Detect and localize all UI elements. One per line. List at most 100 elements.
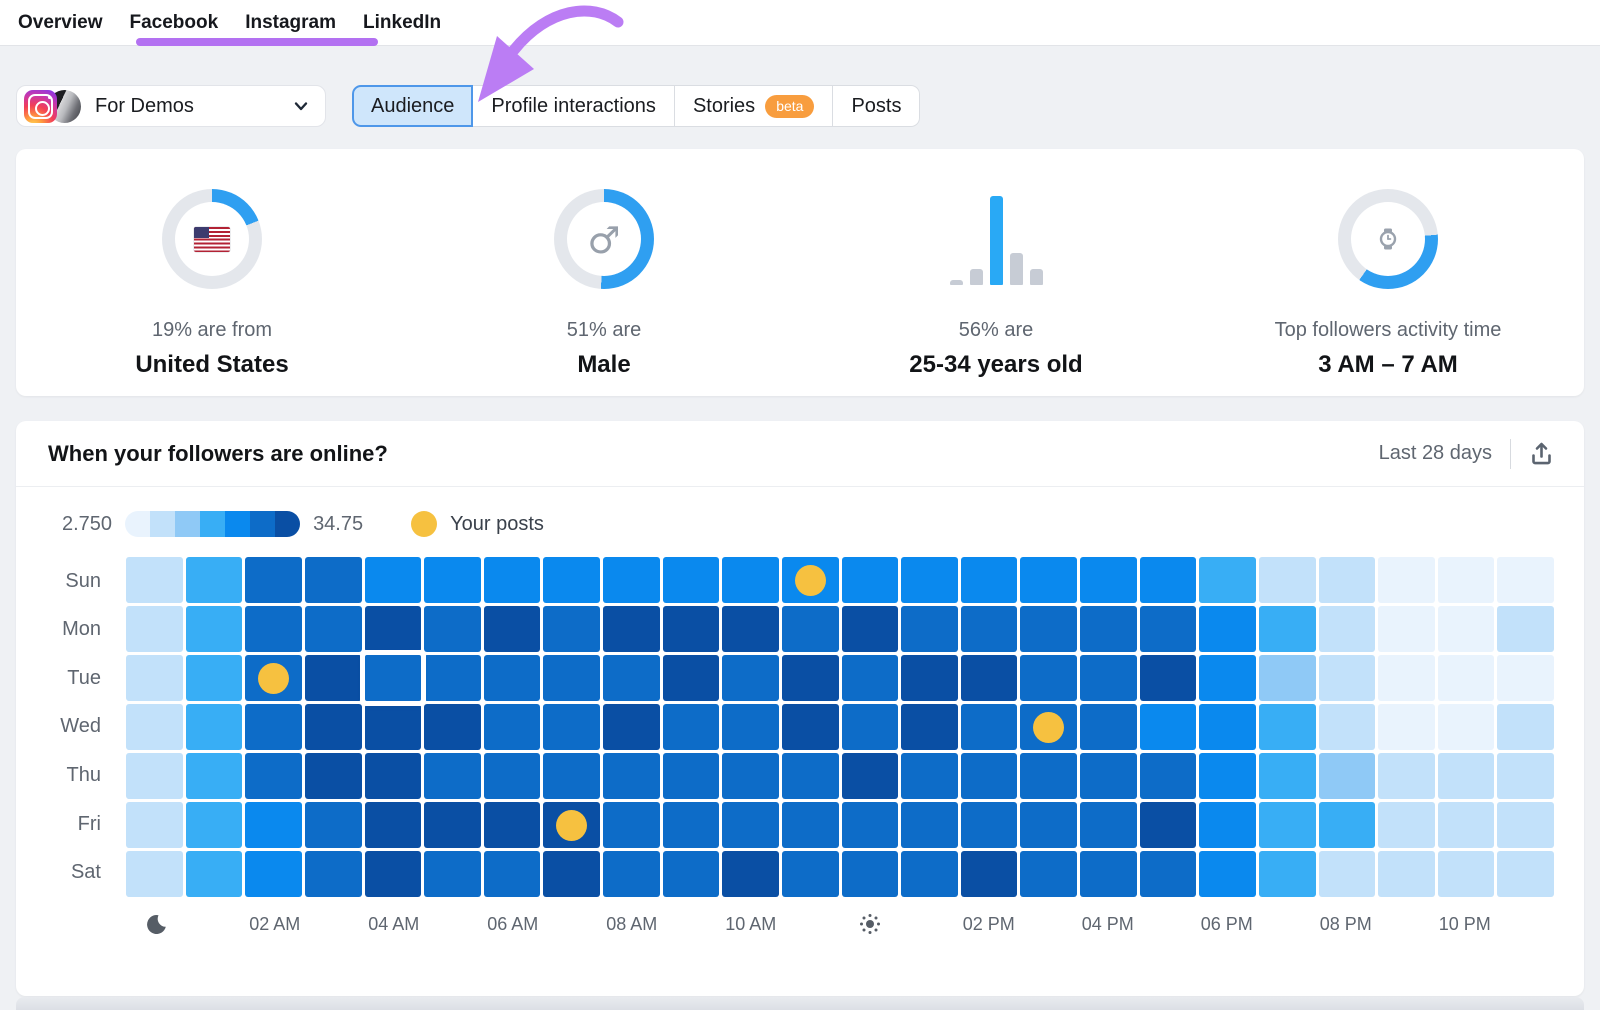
heatmap-cell[interactable] xyxy=(1020,851,1077,897)
heatmap-cell[interactable] xyxy=(126,802,183,848)
heatmap-cell[interactable] xyxy=(1318,851,1376,897)
heatmap-cell[interactable] xyxy=(364,606,422,652)
heatmap-cell[interactable] xyxy=(1139,606,1197,652)
heatmap-cell[interactable] xyxy=(364,851,422,897)
heatmap-cell[interactable] xyxy=(1020,606,1077,652)
heatmap-cell[interactable] xyxy=(1497,606,1554,652)
heatmap-cell[interactable] xyxy=(1258,704,1316,750)
heatmap-cell[interactable] xyxy=(901,851,958,897)
heatmap-cell[interactable] xyxy=(662,802,720,848)
heatmap-cell[interactable] xyxy=(722,655,779,701)
heatmap-cell[interactable] xyxy=(1497,851,1554,897)
account-selector[interactable]: For Demos xyxy=(16,85,326,127)
nav-item-facebook[interactable]: Facebook xyxy=(129,11,219,33)
heatmap-cell[interactable] xyxy=(1139,655,1197,701)
heatmap-cell[interactable] xyxy=(1378,802,1435,848)
heatmap-cell[interactable] xyxy=(722,851,779,897)
heatmap-cell[interactable] xyxy=(662,655,720,701)
heatmap-cell[interactable] xyxy=(781,753,839,799)
heatmap-cell[interactable] xyxy=(1437,655,1495,701)
heatmap-cell[interactable] xyxy=(126,704,183,750)
heatmap-cell[interactable] xyxy=(1258,851,1316,897)
heatmap-cell[interactable] xyxy=(185,704,243,750)
heatmap-cell[interactable] xyxy=(126,655,183,701)
heatmap-cell[interactable] xyxy=(1318,606,1376,652)
heatmap-cell[interactable] xyxy=(781,704,839,750)
heatmap-cell[interactable] xyxy=(424,802,481,848)
heatmap-cell[interactable] xyxy=(662,557,720,603)
heatmap-cell[interactable] xyxy=(245,606,302,652)
heatmap-cell[interactable] xyxy=(662,704,720,750)
tab-posts[interactable]: Posts xyxy=(833,85,921,127)
heatmap-cell[interactable] xyxy=(1080,557,1137,603)
heatmap-cell[interactable] xyxy=(603,851,660,897)
heatmap-cell[interactable] xyxy=(1080,851,1137,897)
heatmap-cell[interactable] xyxy=(603,606,660,652)
heatmap-cell[interactable] xyxy=(185,655,243,701)
heatmap-cell[interactable] xyxy=(1437,802,1495,848)
heatmap-cell[interactable] xyxy=(841,802,899,848)
period-selector[interactable]: Last 28 days xyxy=(1378,442,1492,464)
heatmap-cell[interactable] xyxy=(960,753,1018,799)
heatmap-cell[interactable] xyxy=(1497,802,1554,848)
heatmap-cell[interactable] xyxy=(1437,704,1495,750)
heatmap-cell[interactable] xyxy=(543,606,600,652)
heatmap-cell[interactable] xyxy=(1080,704,1137,750)
heatmap-cell[interactable] xyxy=(1080,655,1137,701)
your-post-marker[interactable] xyxy=(1033,711,1065,743)
heatmap-cell[interactable] xyxy=(722,753,779,799)
heatmap-cell[interactable] xyxy=(185,557,243,603)
heatmap-cell[interactable] xyxy=(960,802,1018,848)
heatmap-cell[interactable] xyxy=(722,704,779,750)
heatmap-cell[interactable] xyxy=(1020,802,1077,848)
heatmap-cell[interactable] xyxy=(304,557,362,603)
heatmap-cell[interactable] xyxy=(424,655,481,701)
heatmap-cell[interactable] xyxy=(603,557,660,603)
heatmap-cell[interactable] xyxy=(126,606,183,652)
heatmap-cell[interactable] xyxy=(722,606,779,652)
heatmap-cell[interactable] xyxy=(245,557,302,603)
heatmap-cell[interactable] xyxy=(1020,655,1077,701)
heatmap-cell[interactable] xyxy=(960,851,1018,897)
heatmap-cell[interactable] xyxy=(245,704,302,750)
heatmap-cell[interactable] xyxy=(841,851,899,897)
heatmap-cell[interactable] xyxy=(1378,557,1435,603)
heatmap-cell[interactable] xyxy=(1497,704,1554,750)
heatmap-cell[interactable] xyxy=(1378,704,1435,750)
heatmap-cell[interactable] xyxy=(1378,753,1435,799)
heatmap-cell[interactable] xyxy=(1378,606,1435,652)
heatmap-cell[interactable] xyxy=(1258,802,1316,848)
heatmap-cell[interactable] xyxy=(1020,704,1077,750)
heatmap-cell[interactable] xyxy=(185,753,243,799)
heatmap-cell[interactable] xyxy=(1199,655,1256,701)
heatmap-cell[interactable] xyxy=(901,655,958,701)
heatmap-cell[interactable] xyxy=(960,606,1018,652)
heatmap-cell[interactable] xyxy=(543,704,600,750)
heatmap-cell[interactable] xyxy=(603,753,660,799)
heatmap-cell[interactable] xyxy=(1020,557,1077,603)
heatmap-cell[interactable] xyxy=(364,802,422,848)
heatmap-cell[interactable] xyxy=(1020,753,1077,799)
heatmap-cell[interactable] xyxy=(1199,704,1256,750)
heatmap-cell[interactable] xyxy=(960,557,1018,603)
heatmap-cell[interactable] xyxy=(662,851,720,897)
heatmap-cell[interactable] xyxy=(960,704,1018,750)
heatmap-cell[interactable] xyxy=(1080,802,1137,848)
heatmap-cell[interactable] xyxy=(543,655,600,701)
heatmap-cell[interactable] xyxy=(1139,557,1197,603)
heatmap-cell[interactable] xyxy=(1139,851,1197,897)
your-post-marker[interactable] xyxy=(258,662,290,694)
heatmap-cell[interactable] xyxy=(722,557,779,603)
export-button[interactable] xyxy=(1529,441,1554,466)
heatmap-cell[interactable] xyxy=(960,655,1018,701)
heatmap-cell[interactable] xyxy=(543,851,600,897)
heatmap-cell[interactable] xyxy=(1437,851,1495,897)
heatmap-cell[interactable] xyxy=(841,704,899,750)
heatmap-cell[interactable] xyxy=(543,753,600,799)
heatmap-cell[interactable] xyxy=(662,753,720,799)
heatmap-cell[interactable] xyxy=(1318,802,1376,848)
heatmap-cell[interactable] xyxy=(245,802,302,848)
heatmap-cell[interactable] xyxy=(901,802,958,848)
heatmap-cell[interactable] xyxy=(543,802,600,848)
heatmap-cell[interactable] xyxy=(1497,753,1554,799)
